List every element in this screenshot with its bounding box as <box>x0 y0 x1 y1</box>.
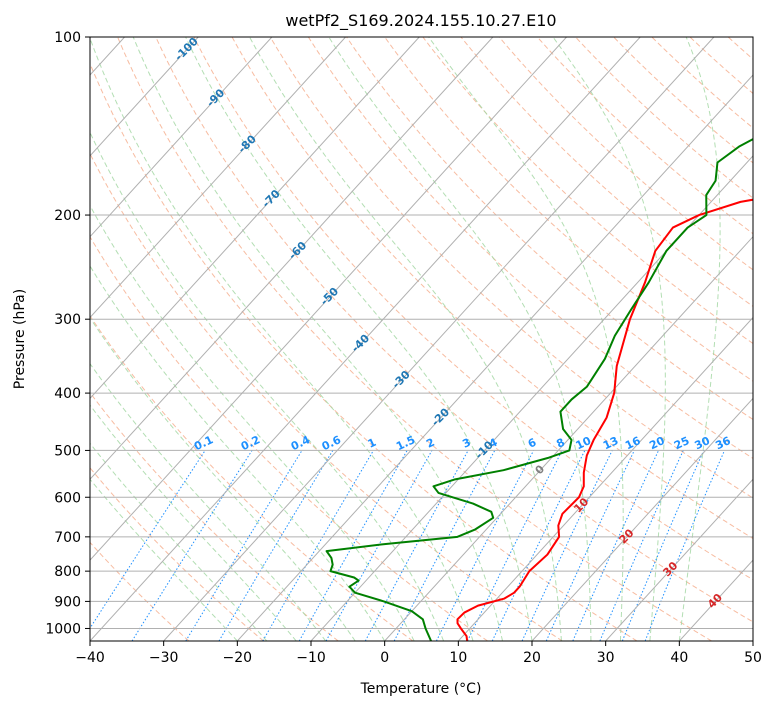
x-tick-label: 50 <box>744 650 762 666</box>
plot-area: 0.1 0.2 0.4 0.6 1 1.5 2 3 4 6 8 10 13 16 20 25 30 36-100-… <box>90 37 753 641</box>
y-tick-label: 700 <box>54 530 81 546</box>
moist-adiabat <box>90 478 238 641</box>
axes: −40 −30 −20 −10 0 10 20 30 40 50 1000 900 800 700 600 5… <box>45 30 762 666</box>
y-tick-label: 200 <box>54 208 81 224</box>
mixing-ratio-line <box>364 450 469 641</box>
mixing-ratio-line <box>599 450 684 641</box>
moist-adiabat <box>328 37 592 641</box>
moist-adiabat <box>132 37 504 641</box>
x-tick-label: 0 <box>380 650 389 666</box>
isotherm-line <box>236 74 753 641</box>
y-tick-label: 900 <box>54 594 81 610</box>
mixing-ratio-line <box>393 450 496 641</box>
isotherm-line <box>163 37 715 641</box>
moist-adiabat <box>552 37 666 641</box>
moist-adiabat <box>90 316 356 641</box>
mixing-ratio-label: 13 <box>601 434 620 452</box>
moist-adiabat <box>90 37 474 641</box>
isotherm-line <box>605 478 753 641</box>
moist-adiabat <box>90 442 268 641</box>
moist-adiabat <box>249 37 562 641</box>
mixing-ratio-line <box>325 450 433 641</box>
chart-title: wetPf2_S169.2024.155.10.27.E10 <box>285 11 556 31</box>
mixing-ratio-label: 36 <box>713 434 733 452</box>
mixing-ratio-line <box>621 450 705 641</box>
x-tick-label: −10 <box>296 650 326 666</box>
mixing-ratio-line <box>298 450 408 641</box>
mixing-ratio-line <box>572 450 660 641</box>
dry-adiabat <box>90 391 339 641</box>
temperature-profile <box>456 198 753 641</box>
dewpoint-profile <box>325 137 753 641</box>
moist-adiabat <box>90 204 415 641</box>
mixing-ratio-label: 25 <box>672 434 691 452</box>
dry-adiabat <box>90 62 638 641</box>
dry-adiabat <box>269 37 753 499</box>
y-tick-label: 100 <box>54 30 81 46</box>
moist-adiabat <box>90 131 445 641</box>
x-tick-label: 30 <box>597 650 615 666</box>
isotherm-line <box>90 37 273 238</box>
moist-adiabat <box>90 404 297 641</box>
moist-adiabat <box>678 37 721 641</box>
mixing-ratio-label: 20 <box>647 434 667 452</box>
isotherm-line <box>90 37 199 157</box>
y-tick-label: 400 <box>54 386 81 402</box>
mixing-ratio-line <box>521 450 613 641</box>
x-tick-label: −40 <box>75 650 105 666</box>
x-tick-label: −20 <box>223 650 253 666</box>
y-axis-title: Pressure (hPa) <box>12 289 28 389</box>
x-tick-label: −30 <box>149 650 179 666</box>
mixing-ratio-label: 16 <box>623 434 643 452</box>
isotherm-line <box>531 397 753 641</box>
isotherm-line <box>90 37 494 481</box>
x-axis-title: Temperature (°C) <box>360 681 482 697</box>
x-tick-label: 10 <box>449 650 467 666</box>
moist-adiabat <box>90 265 386 641</box>
y-tick-label: 500 <box>54 443 81 459</box>
mixing-ratio-line <box>131 450 253 641</box>
dry-adiabat <box>384 37 753 382</box>
isotherm-line <box>384 235 753 641</box>
x-tick-label: 20 <box>523 650 541 666</box>
plot-frame <box>89 36 754 642</box>
isotherm-line <box>90 37 346 319</box>
dry-adiabat <box>422 37 753 345</box>
isotherm-line <box>310 155 753 641</box>
moist-adiabat <box>185 37 533 641</box>
dry-adiabat <box>193 37 753 581</box>
mixing-ratio-label: 10 <box>574 434 594 452</box>
dry-adiabat <box>307 37 753 460</box>
mixing-ratio-line <box>545 450 635 641</box>
dry-adiabat <box>117 37 712 641</box>
isotherm-line <box>90 37 567 561</box>
isotherm-line <box>90 37 420 400</box>
y-tick-label: 600 <box>54 490 81 506</box>
y-tick-label: 1000 <box>45 621 81 637</box>
x-tick-label: 40 <box>670 650 688 666</box>
dry-adiabat <box>155 37 753 623</box>
y-tick-label: 300 <box>54 312 81 328</box>
mixing-ratio-label: 30 <box>693 434 713 452</box>
y-tick-label: 800 <box>54 564 81 580</box>
mixing-ratio-line <box>435 450 535 641</box>
isotherm-line <box>90 37 641 641</box>
mixing-ratio-line <box>491 450 586 641</box>
mixing-ratio-line <box>185 450 303 641</box>
isotherm-line <box>457 316 753 641</box>
moist-adiabat <box>428 37 624 641</box>
mixing-ratio-line <box>90 450 206 630</box>
